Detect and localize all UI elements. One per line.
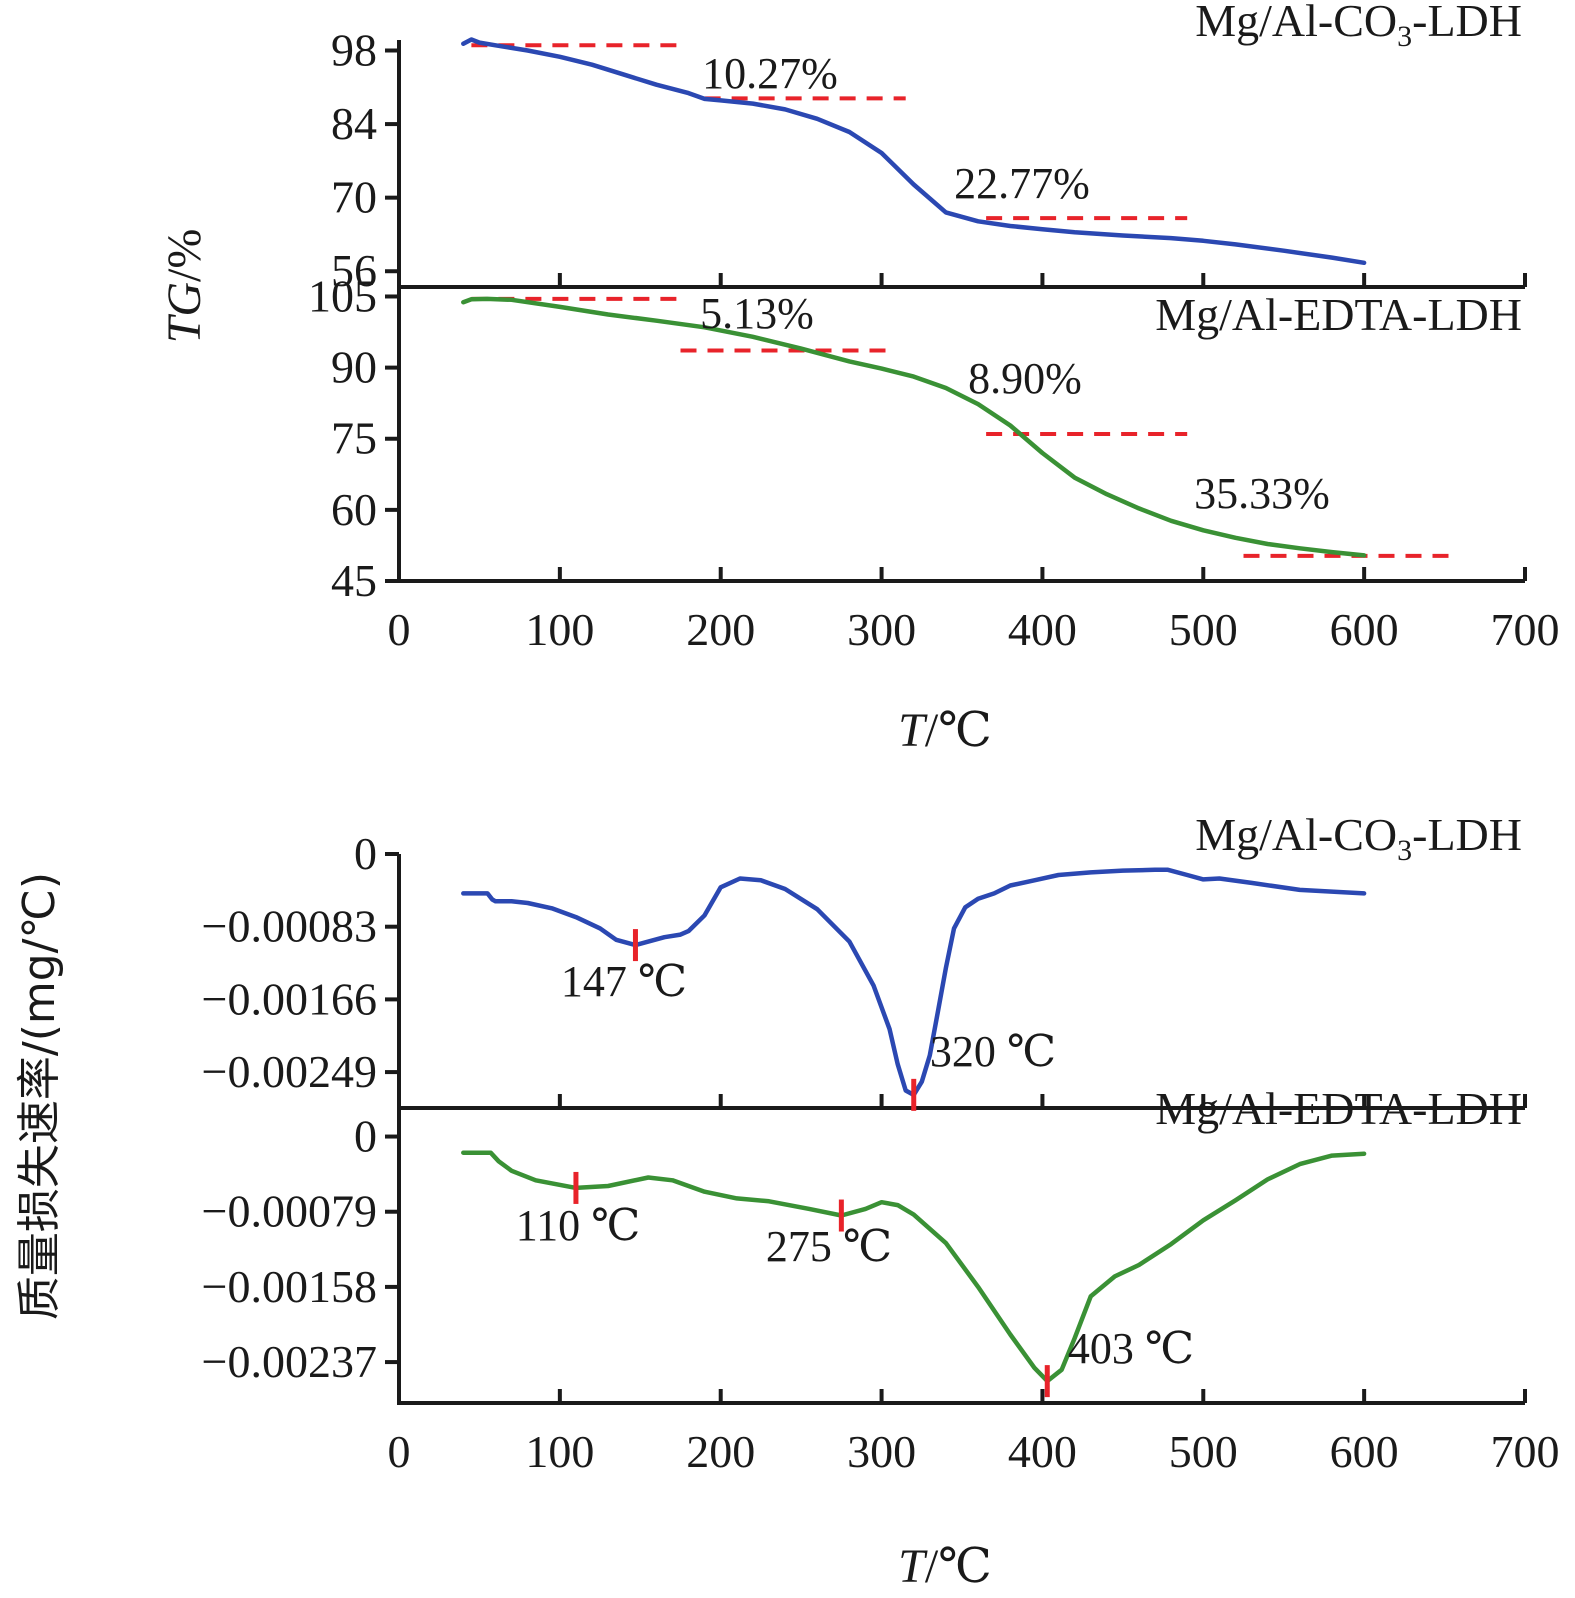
top-x-axis-unit: /℃ xyxy=(925,704,992,757)
panel-4-xtick-label: 100 xyxy=(525,1426,594,1477)
tg-y-axis-unit: /% xyxy=(158,229,211,282)
panel-3-annotation: 320 ℃ xyxy=(930,1027,1056,1076)
panel-3-series-line xyxy=(461,867,1367,1098)
panel-4-ytick-label: −0.00079 xyxy=(202,1186,377,1237)
panel-2-title: Mg/Al-EDTA-LDH xyxy=(1155,289,1522,340)
panel-4-xtick-label: 600 xyxy=(1330,1426,1399,1477)
tg-y-axis-symbol: TG xyxy=(158,282,211,343)
panel-3-ytick-label: 0 xyxy=(354,828,377,879)
panel-4-annotation: 403 ℃ xyxy=(1068,1324,1194,1373)
panel-4-ytick-label: −0.00237 xyxy=(202,1336,377,1387)
panel-1-ytick-label: 70 xyxy=(331,172,377,223)
panel-4-xtick-label: 0 xyxy=(388,1426,411,1477)
panel-2-annotation: 5.13% xyxy=(700,289,814,338)
panel-2-ytick-label: 105 xyxy=(308,270,377,321)
dtg-y-axis-label: 质量损失速率/(mg/℃) xyxy=(14,872,65,1320)
panel-1-ytick-label: 84 xyxy=(331,98,377,149)
bottom-x-axis-unit: /℃ xyxy=(925,1540,992,1593)
panel-1-annotation: 22.77% xyxy=(954,159,1090,208)
panel-2-ytick-label: 60 xyxy=(331,484,377,535)
panel-3-annotation: 147 ℃ xyxy=(561,957,687,1006)
bottom-x-axis-label: T/℃ xyxy=(898,1540,992,1593)
panel-3-title: Mg/Al-CO3-LDH xyxy=(1195,809,1522,867)
panel-2-xtick-label: 400 xyxy=(1008,604,1077,655)
panel-2-xtick-label: 300 xyxy=(847,604,916,655)
panel-1-ytick-label: 56 xyxy=(331,245,377,296)
panel-4-annotation: 110 ℃ xyxy=(516,1201,641,1250)
panel-2-xtick-label: 0 xyxy=(388,604,411,655)
panel-4-title: Mg/Al-EDTA-LDH xyxy=(1155,1083,1522,1134)
panel-1-title: Mg/Al-CO3-LDH xyxy=(1195,0,1522,53)
tg-y-axis-label: TG/% xyxy=(158,229,211,344)
panel-3-ytick-label: −0.00166 xyxy=(202,973,377,1024)
panel-3-ytick-label: −0.00083 xyxy=(202,901,377,952)
top-x-axis-symbol: T xyxy=(898,704,928,757)
panel-2-xtick-label: 200 xyxy=(686,604,755,655)
panel-4-ytick-label: −0.00158 xyxy=(202,1261,377,1312)
panel-4-ytick-label: 0 xyxy=(354,1111,377,1162)
panel-4-series-line xyxy=(461,1150,1367,1384)
panel-4-xtick-label: 400 xyxy=(1008,1426,1077,1477)
panel-4-xtick-label: 300 xyxy=(847,1426,916,1477)
panel-1-ytick-label: 98 xyxy=(331,25,377,76)
panel-2-series-line xyxy=(461,296,1367,558)
panel-2-xtick-label: 100 xyxy=(525,604,594,655)
bottom-x-axis-symbol: T xyxy=(898,1540,928,1593)
panel-2-xtick-label: 600 xyxy=(1330,604,1399,655)
top-x-axis-label: T/℃ xyxy=(898,704,992,757)
panel-2-ytick-label: 45 xyxy=(331,555,377,606)
panel-1-series-line xyxy=(461,37,1367,266)
panel-4-xtick-label: 700 xyxy=(1491,1426,1560,1477)
panel-3-ytick-label: −0.00249 xyxy=(202,1046,377,1097)
panel-4-annotation: 275 ℃ xyxy=(766,1222,892,1271)
panel-2-annotation: 8.90% xyxy=(968,354,1082,403)
panel-2-xtick-label: 700 xyxy=(1491,604,1560,655)
panel-2-xtick-label: 500 xyxy=(1169,604,1238,655)
panel-4-xtick-label: 500 xyxy=(1169,1426,1238,1477)
panel-4-xtick-label: 200 xyxy=(686,1426,755,1477)
panel-2-annotation: 35.33% xyxy=(1194,469,1330,518)
panel-1-annotation: 10.27% xyxy=(702,49,838,98)
panel-2-ytick-label: 90 xyxy=(331,342,377,393)
panel-2-ytick-label: 75 xyxy=(331,413,377,464)
